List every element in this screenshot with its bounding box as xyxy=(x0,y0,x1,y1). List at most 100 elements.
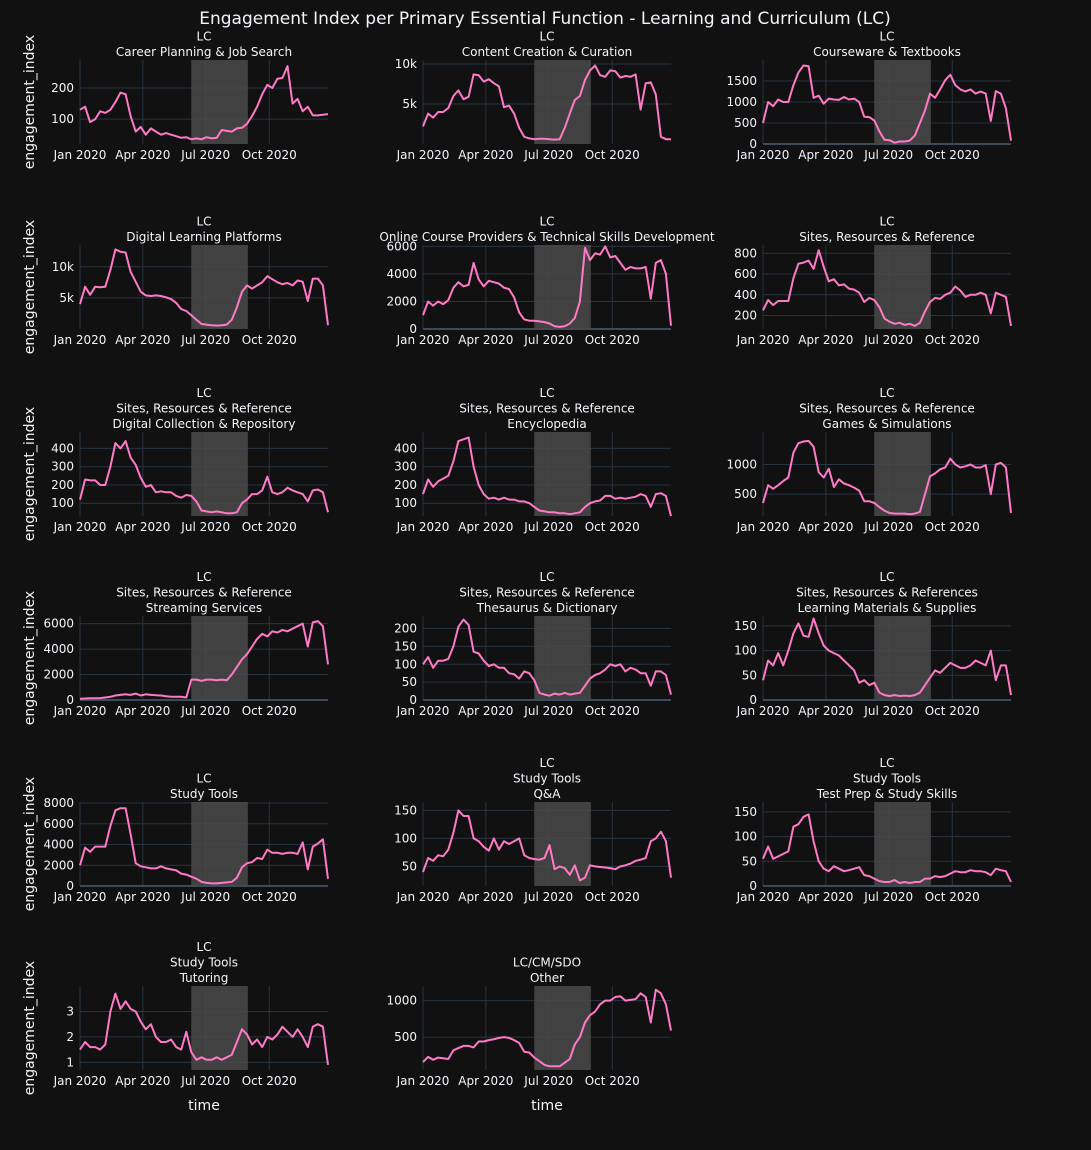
x-tick-label: Jan 2020 xyxy=(396,1074,450,1088)
subplot-title-line: LC xyxy=(879,756,894,770)
y-tick-label: 50 xyxy=(742,668,757,682)
subplot-title-line: Q&A xyxy=(533,787,561,801)
y-tick-label: 100 xyxy=(51,496,74,510)
subplot-title-line: LC xyxy=(539,756,554,770)
subplot-2: 5k 10k Jan 2020 Apr 2020 Jul 2020 Oct 2020 LCC… xyxy=(395,30,671,162)
x-tick-label: Jul 2020 xyxy=(523,148,573,162)
shaded-period xyxy=(534,616,591,700)
subplot-title-line: Courseware & Textbooks xyxy=(813,45,961,59)
series-line xyxy=(762,813,1012,884)
subplot-title-line: Sites, Resources & Reference xyxy=(459,402,635,416)
y-tick-label: 100 xyxy=(394,496,417,510)
x-tick-label: Jul 2020 xyxy=(180,1074,230,1088)
y-tick-label: 4000 xyxy=(386,267,417,281)
x-tick-label: Apr 2020 xyxy=(458,704,513,718)
shaded-period xyxy=(874,802,931,886)
subplot-6: 200 400 600 800 Jan 2020 Apr 2020 Jul 2020 Oct … xyxy=(734,215,1012,347)
x-tick-label: Oct 2020 xyxy=(925,333,980,347)
y-tick-label: 1500 xyxy=(726,74,757,88)
x-tick-label: Oct 2020 xyxy=(925,704,980,718)
x-tick-label: Jul 2020 xyxy=(180,890,230,904)
x-tick-label: Jul 2020 xyxy=(863,148,913,162)
y-axis-label: engagement_index xyxy=(22,35,38,169)
y-tick-label: 0 xyxy=(749,137,757,151)
y-tick-label: 400 xyxy=(394,441,417,455)
y-tick-label: 8000 xyxy=(43,796,74,810)
y-tick-label: 4000 xyxy=(43,642,74,656)
y-tick-label: 800 xyxy=(734,246,757,260)
x-tick-label: Oct 2020 xyxy=(242,1074,297,1088)
x-tick-label: Jan 2020 xyxy=(396,520,450,534)
x-tick-label: Apr 2020 xyxy=(458,520,513,534)
series-line xyxy=(762,249,1012,327)
x-tick-label: Oct 2020 xyxy=(242,520,297,534)
y-tick-label: 6000 xyxy=(43,817,74,831)
x-tick-label: Jan 2020 xyxy=(396,704,450,718)
x-tick-label: Jul 2020 xyxy=(863,890,913,904)
shaded-period xyxy=(874,616,931,700)
x-tick-label: Apr 2020 xyxy=(458,890,513,904)
x-tick-label: Apr 2020 xyxy=(115,333,170,347)
y-tick-label: 50 xyxy=(402,675,417,689)
x-tick-label: Jul 2020 xyxy=(180,148,230,162)
subplot-7: 100 200 300 400 Jan 2020 Apr 2020 Jul 2020 Oct … xyxy=(22,386,329,541)
y-tick-label: 100 xyxy=(734,644,757,658)
y-axis-label: engagement_index xyxy=(22,961,38,1095)
subplot-5: 0 2000 4000 6000 Jan 2020 Apr 2020 Jul 2020 Oct… xyxy=(379,215,715,348)
y-tick-label: 0 xyxy=(409,693,417,707)
x-tick-label: Oct 2020 xyxy=(585,333,640,347)
series-line xyxy=(422,988,672,1068)
subplot-title-line: LC xyxy=(879,386,894,400)
x-tick-label: Oct 2020 xyxy=(242,704,297,718)
y-tick-label: 2000 xyxy=(386,294,417,308)
x-tick-label: Oct 2020 xyxy=(585,520,640,534)
series-line xyxy=(79,807,329,885)
x-tick-label: Oct 2020 xyxy=(925,148,980,162)
y-tick-label: 2000 xyxy=(43,668,74,682)
x-tick-label: Jan 2020 xyxy=(736,148,790,162)
y-tick-label: 0 xyxy=(749,879,757,893)
x-tick-label: Oct 2020 xyxy=(585,890,640,904)
subplot-title-line: LC xyxy=(196,772,211,786)
shaded-period xyxy=(191,616,248,700)
subplot-title-line: Thesaurus & Dictionary xyxy=(476,601,618,615)
subplot-title-line: LC xyxy=(879,215,894,229)
subplot-title-line: Digital Learning Platforms xyxy=(126,230,282,244)
y-tick-label: 300 xyxy=(51,460,74,474)
subplot-13: 0 2000 4000 6000 8000 Jan 2020 Apr 2020 Jul 202… xyxy=(22,772,329,911)
x-tick-label: Jan 2020 xyxy=(53,520,107,534)
subplot-1: 100 200 Jan 2020 Apr 2020 Jul 2020 Oct 2020 LC… xyxy=(22,30,329,169)
x-tick-label: Apr 2020 xyxy=(458,333,513,347)
series-line xyxy=(422,618,672,697)
y-tick-label: 4000 xyxy=(43,838,74,852)
y-axis-label: engagement_index xyxy=(22,407,38,541)
y-tick-label: 50 xyxy=(402,859,417,873)
subplot-title-line: LC xyxy=(196,386,211,400)
shaded-period xyxy=(191,245,248,329)
y-tick-label: 2 xyxy=(66,1030,74,1044)
y-tick-label: 10k xyxy=(395,57,417,71)
y-tick-label: 2000 xyxy=(43,858,74,872)
shaded-period xyxy=(534,986,591,1070)
x-tick-label: Apr 2020 xyxy=(115,148,170,162)
y-tick-label: 0 xyxy=(409,322,417,336)
y-tick-label: 5k xyxy=(59,291,74,305)
shaded-period xyxy=(874,432,931,516)
subplot-title-line: Tutoring xyxy=(179,971,229,985)
y-tick-label: 1000 xyxy=(386,994,417,1008)
y-tick-label: 0 xyxy=(66,693,74,707)
y-tick-label: 150 xyxy=(734,805,757,819)
x-tick-label: Jul 2020 xyxy=(523,890,573,904)
x-tick-label: Jul 2020 xyxy=(180,520,230,534)
series-line xyxy=(422,64,671,141)
x-tick-label: Jan 2020 xyxy=(736,704,790,718)
x-tick-label: Oct 2020 xyxy=(925,520,980,534)
x-tick-label: Apr 2020 xyxy=(798,148,853,162)
x-tick-label: Jan 2020 xyxy=(396,148,450,162)
subplot-title-line: Sites, Resources & Reference xyxy=(799,402,975,416)
y-tick-label: 10k xyxy=(52,260,74,274)
subplot-title-line: Sites, Resources & Reference xyxy=(116,402,292,416)
y-tick-label: 100 xyxy=(394,657,417,671)
y-tick-label: 150 xyxy=(394,803,417,817)
shaded-period xyxy=(534,245,591,329)
